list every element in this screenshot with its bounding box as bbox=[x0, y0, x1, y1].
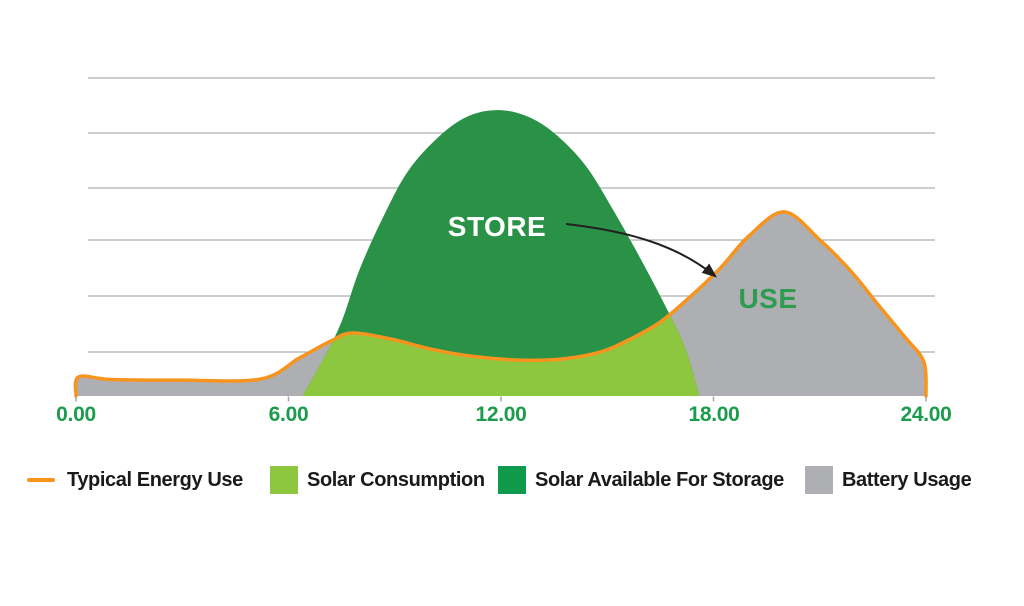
legend-item-solar-storage: Solar Available For Storage bbox=[498, 460, 784, 500]
x-tick-label-6: 6.00 bbox=[269, 403, 309, 426]
legend-item-typical-energy-use: Typical Energy Use bbox=[27, 460, 243, 500]
legend-square-swatch bbox=[498, 466, 526, 494]
battery-usage-area bbox=[75, 211, 927, 396]
solar-storage-area bbox=[302, 110, 700, 396]
energy-chart-svg: 0.00 6.00 12.00 18.00 24.00 STORE USE bbox=[56, 77, 952, 426]
store-annotation: STORE bbox=[448, 211, 546, 242]
legend-square-swatch bbox=[805, 466, 833, 494]
legend-line-swatch bbox=[27, 478, 55, 482]
use-annotation: USE bbox=[738, 283, 797, 314]
legend-item-battery-usage: Battery Usage bbox=[805, 460, 972, 500]
legend-label: Solar Consumption bbox=[307, 468, 485, 491]
energy-chart: 0.00 6.00 12.00 18.00 24.00 STORE USE bbox=[56, 77, 952, 426]
x-tick-label-0: 0.00 bbox=[56, 403, 96, 426]
legend-label: Typical Energy Use bbox=[67, 468, 243, 491]
x-tick-label-18: 18.00 bbox=[688, 403, 739, 426]
axis-ticks bbox=[75, 396, 927, 402]
x-tick-label-24: 24.00 bbox=[900, 403, 951, 426]
legend-item-solar-consumption: Solar Consumption bbox=[270, 460, 485, 500]
x-tick-label-12: 12.00 bbox=[475, 403, 526, 426]
store-to-use-arrow bbox=[565, 223, 718, 278]
legend-square-swatch bbox=[270, 466, 298, 494]
chart-legend: Typical Energy Use Solar Consumption Sol… bbox=[0, 460, 1024, 500]
legend-label: Battery Usage bbox=[842, 468, 972, 491]
legend-label: Solar Available For Storage bbox=[535, 468, 784, 491]
typical-energy-use-line bbox=[73, 210, 928, 398]
